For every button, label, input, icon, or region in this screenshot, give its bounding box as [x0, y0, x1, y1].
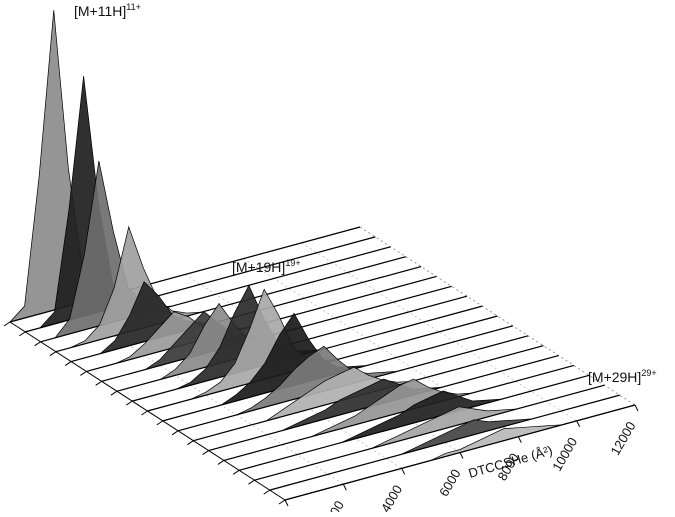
trace-baseline [284, 404, 636, 501]
depth-tick [202, 450, 209, 455]
depth-tick [49, 351, 57, 357]
trace-baseline [254, 384, 605, 481]
x-tick [459, 452, 464, 459]
depth-tick [80, 371, 87, 376]
depth-tick [64, 361, 72, 366]
depth-tick [217, 460, 225, 465]
x-tick [576, 420, 581, 428]
x-tick [634, 404, 639, 412]
trace-baseline [55, 256, 406, 353]
depth-tick [110, 390, 118, 396]
x-tick-label: 2000 [319, 498, 346, 512]
depth-tick [156, 420, 164, 426]
x-tick-label: 12000 [608, 419, 639, 458]
depth-tick [248, 479, 255, 485]
depth-tick [125, 400, 133, 406]
depth-tick [187, 440, 194, 446]
x-tick-label: 6000 [436, 467, 463, 500]
trace-baseline [239, 374, 590, 471]
x-tick [342, 483, 347, 491]
depth-tick [141, 410, 148, 416]
annotation-sup: 19+ [285, 258, 300, 268]
annotation-sup: 11+ [126, 2, 141, 12]
annotation-sup: 29+ [641, 368, 656, 378]
depth-tick [3, 321, 11, 327]
depth-tick [263, 489, 270, 495]
x-tick-label: 10000 [549, 435, 580, 474]
depth-tick [278, 499, 286, 505]
x-tick [284, 499, 289, 507]
depth-tick [19, 331, 26, 337]
annotation-text: [M+11H] [74, 3, 126, 19]
trace-baseline [223, 364, 575, 462]
x-tick [517, 436, 522, 443]
trace-baseline [269, 394, 620, 491]
depth-tick [171, 430, 179, 436]
annotation: [M+11H]11+ [74, 2, 141, 19]
depth-tick [95, 380, 102, 386]
x-tick-label: 4000 [378, 482, 405, 512]
annotation-text: [M+19H] [232, 259, 285, 275]
annotation: [M+19H]19+ [232, 258, 301, 275]
x-tick [401, 468, 406, 475]
depth-tick [34, 341, 41, 347]
annotation: [M+29H]29+ [588, 368, 657, 385]
annotation-text: [M+29H] [588, 369, 641, 385]
depth-tick [232, 469, 240, 475]
